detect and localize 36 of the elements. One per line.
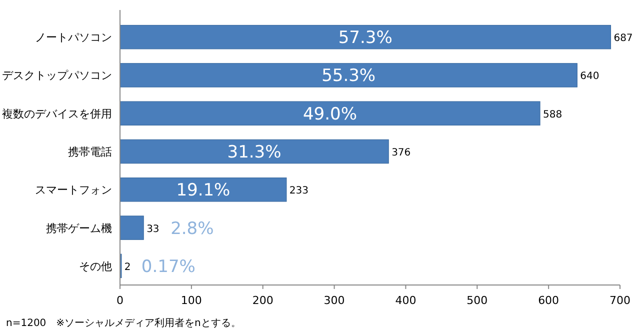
- annotation: 19.1%: [176, 180, 230, 201]
- bar: [120, 101, 540, 126]
- bar: [120, 24, 612, 50]
- x-tick-label: 300: [324, 294, 345, 307]
- data-label: 376: [392, 148, 411, 158]
- y-tick-label: その他: [79, 260, 112, 273]
- annotation: 0.17%: [141, 256, 196, 277]
- x-tick-label: 100: [180, 294, 202, 307]
- bar: [120, 63, 578, 88]
- annotation: 49.0%: [302, 104, 358, 124]
- y-tick-label: スマートフォン: [35, 184, 112, 197]
- y-tick-label: 携帯ゲーム機: [46, 222, 112, 235]
- data-label: 2: [124, 262, 131, 273]
- data-label: 33: [146, 224, 160, 235]
- x-tick-label: 700: [610, 294, 630, 307]
- data-label: 588: [543, 109, 562, 120]
- annotation: 57.3%: [338, 28, 392, 48]
- bar: [120, 178, 287, 202]
- data-label: 640: [580, 71, 600, 82]
- annotation: 55.3%: [322, 66, 376, 86]
- bar: [120, 139, 389, 164]
- y-tick-label: ノートパソコン: [35, 31, 112, 44]
- x-tick-label: 0: [116, 294, 124, 307]
- annotation: 31.3%: [227, 142, 282, 162]
- y-tick-label: デスクトップパソコン: [2, 69, 112, 82]
- y-tick-label: 携帯電話: [68, 146, 112, 158]
- y-tick-label: 複数のデバイスを併用: [2, 107, 112, 120]
- data-label: 233: [289, 186, 309, 197]
- text: n=1200 ※ソーシャルメディア利用者をnとする。: [6, 317, 241, 329]
- data-label: 687: [614, 33, 633, 44]
- x-tick-label: 600: [538, 294, 560, 307]
- x-tick-label: 500: [466, 294, 488, 307]
- x-tick-label: 200: [252, 294, 274, 307]
- bar: [120, 216, 144, 240]
- x-tick-label: 400: [395, 294, 416, 307]
- annotation: 2.8%: [170, 218, 214, 239]
